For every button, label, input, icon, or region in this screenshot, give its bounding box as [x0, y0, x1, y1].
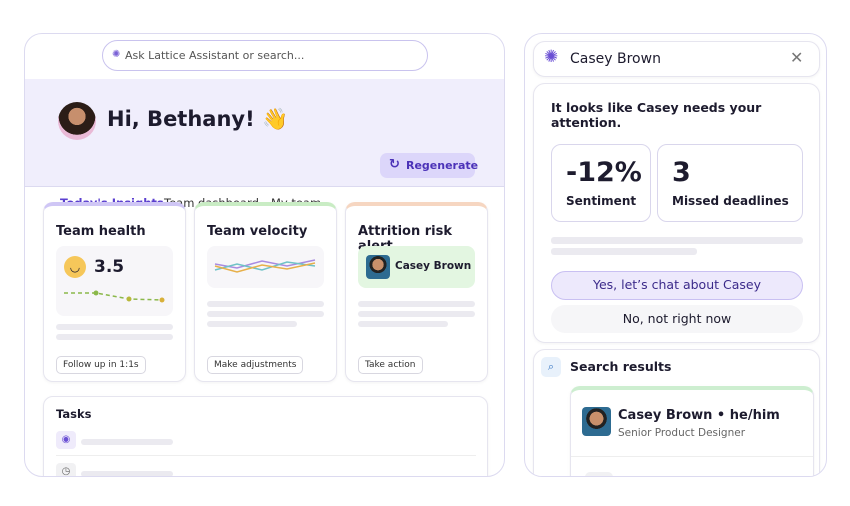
action-chip[interactable]: Take action: [358, 356, 423, 374]
tasks-title: Tasks: [56, 407, 92, 421]
person-role: Senior Product Designer: [618, 427, 746, 439]
assistant-panel: ✺ Casey Brown ✕ It looks like Casey need…: [524, 33, 827, 477]
dashboard-panel: ✺ Ask Lattice Assistant or search... Hi,…: [24, 33, 505, 477]
placeholder-line: [358, 321, 448, 327]
person-name: Casey Brown: [395, 260, 472, 272]
search-icon: ⌕: [541, 357, 561, 377]
person-result[interactable]: Casey Brown • he/him Senior Product Desi…: [570, 386, 814, 476]
assistant-header: ✺ Casey Brown ✕: [533, 41, 820, 77]
placeholder-line: [551, 237, 803, 244]
task-icon: ◷: [56, 463, 76, 476]
regenerate-button[interactable]: ↻ Regenerate: [380, 153, 479, 178]
search-results-title: Search results: [570, 359, 672, 374]
health-score: 3.5: [94, 257, 125, 277]
mood-icon: ◡: [64, 256, 86, 278]
stat-box: 3 Missed deadlines: [657, 144, 803, 222]
result-icon: [585, 472, 613, 476]
assistant-message-card: It looks like Casey needs your attention…: [533, 83, 820, 343]
card-title: Team velocity: [207, 224, 308, 239]
greeting: Hi, Bethany! 👋: [107, 107, 289, 131]
search-placeholder: Ask Lattice Assistant or search...: [125, 49, 305, 62]
velocity-sparkline: [214, 259, 316, 273]
velocity-box: [207, 246, 324, 288]
divider: [571, 456, 813, 457]
insight-card: Attrition risk alert Casey Brown Take ac…: [345, 202, 488, 382]
insight-card: Team velocity Make adjustments: [194, 202, 337, 382]
assistant-icon: ✺: [112, 49, 121, 60]
placeholder-line: [56, 324, 173, 330]
placeholder-line: [207, 301, 324, 307]
health-sparkline: [64, 290, 165, 303]
search-bar[interactable]: ✺ Ask Lattice Assistant or search...: [102, 40, 428, 71]
placeholder-line: [207, 321, 297, 327]
action-chip[interactable]: Follow up in 1:1s: [56, 356, 146, 374]
assistant-message: It looks like Casey needs your attention…: [551, 100, 762, 130]
placeholder-line: [56, 334, 173, 340]
regenerate-icon: ↻: [389, 157, 400, 172]
person-avatar: [366, 255, 390, 279]
placeholder-line: [358, 311, 475, 317]
placeholder-line: [81, 439, 173, 445]
person-box: Casey Brown: [358, 246, 475, 288]
insight-card: Team health ◡ 3.5 Follow up in 1:1s: [43, 202, 186, 382]
person-avatar: [582, 407, 611, 436]
close-button[interactable]: ✕: [790, 48, 804, 67]
assistant-name: Casey Brown: [570, 51, 661, 67]
divider: [56, 455, 476, 456]
card-title: Team health: [56, 224, 146, 239]
placeholder-line: [207, 311, 324, 317]
stat-label: Missed deadlines: [672, 194, 789, 208]
stat-label: Sentiment: [566, 194, 637, 208]
stat-value: -12%: [566, 157, 642, 188]
secondary-button[interactable]: No, not right now: [551, 305, 803, 333]
action-chip[interactable]: Make adjustments: [207, 356, 304, 374]
person-name: Casey Brown • he/him: [618, 408, 780, 423]
primary-button[interactable]: Yes, let’s chat about Casey: [551, 271, 803, 300]
stat-value: 3: [672, 157, 691, 188]
placeholder-line: [551, 248, 697, 255]
user-avatar: [58, 102, 96, 140]
regenerate-label: Regenerate: [406, 159, 479, 172]
placeholder-line: [81, 471, 173, 476]
assistant-icon: ✺: [544, 47, 559, 67]
search-results-card: ⌕ Search results Casey Brown • he/him Se…: [533, 349, 820, 476]
stat-box: -12% Sentiment: [551, 144, 651, 222]
tasks-card: Tasks ◉ ◷: [43, 396, 488, 476]
placeholder-line: [358, 301, 475, 307]
task-icon: ◉: [56, 431, 76, 449]
score-box: ◡ 3.5: [56, 246, 173, 316]
